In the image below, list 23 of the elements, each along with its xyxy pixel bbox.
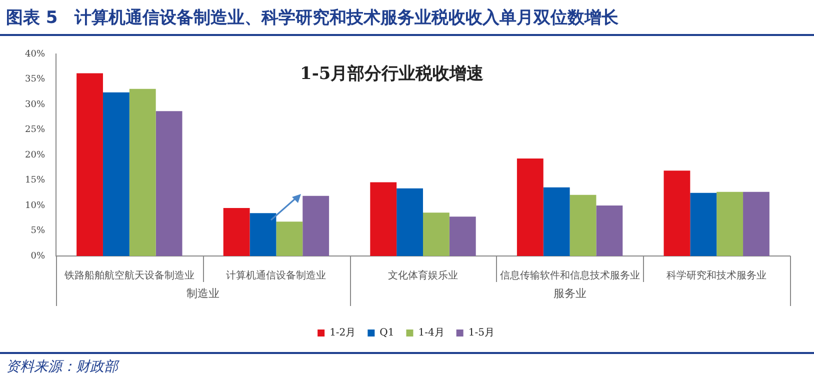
y-tick-label: 5%: [30, 226, 46, 236]
x-tick-label: 文化体育娱乐业: [388, 270, 458, 282]
legend-label: 1-4月: [418, 328, 444, 339]
x-tick-label: 科学研究和技术服务业: [666, 270, 767, 282]
y-tick-label: 20%: [24, 150, 46, 160]
text: 服务业: [553, 286, 586, 300]
legend-label: 1-5月: [468, 328, 494, 339]
y-tick-label: 35%: [24, 74, 46, 85]
y-tick-label: 15%: [24, 176, 46, 186]
text: 资料来源：财政部: [6, 358, 118, 376]
y-tick-label: 25%: [24, 125, 46, 136]
x-tick-label: 信息传输软件和信息技术服务业: [500, 270, 640, 282]
chart-title: 图表 5 计算机通信设备制造业、科学研究和技术服务业税收收入单月双位数增长: [6, 7, 619, 29]
legend-label: 1-2月: [330, 328, 356, 339]
y-tick-label: 30%: [24, 100, 46, 110]
x-tick-label: 铁路船舶航空航天设备制造业: [63, 270, 194, 282]
text: 制造业: [186, 286, 220, 300]
y-tick-label: 10%: [24, 200, 46, 211]
y-tick-label: 40%: [24, 49, 46, 60]
legend-label: Q1: [380, 328, 394, 339]
text: 1-5月部分行业税收增速: [300, 63, 484, 85]
y-tick-label: 0%: [30, 251, 46, 262]
x-tick-label: 计算机通信设备制造业: [226, 270, 326, 282]
